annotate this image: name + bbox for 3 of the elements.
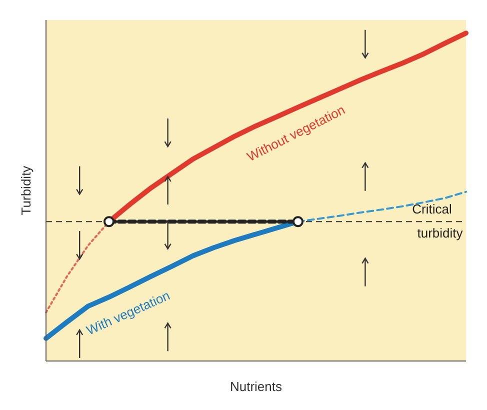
y-axis-title: Turbidity — [18, 165, 34, 216]
ref-line-label: Critical turbidity — [412, 202, 464, 241]
x-axis-title: Nutrients — [230, 379, 283, 394]
